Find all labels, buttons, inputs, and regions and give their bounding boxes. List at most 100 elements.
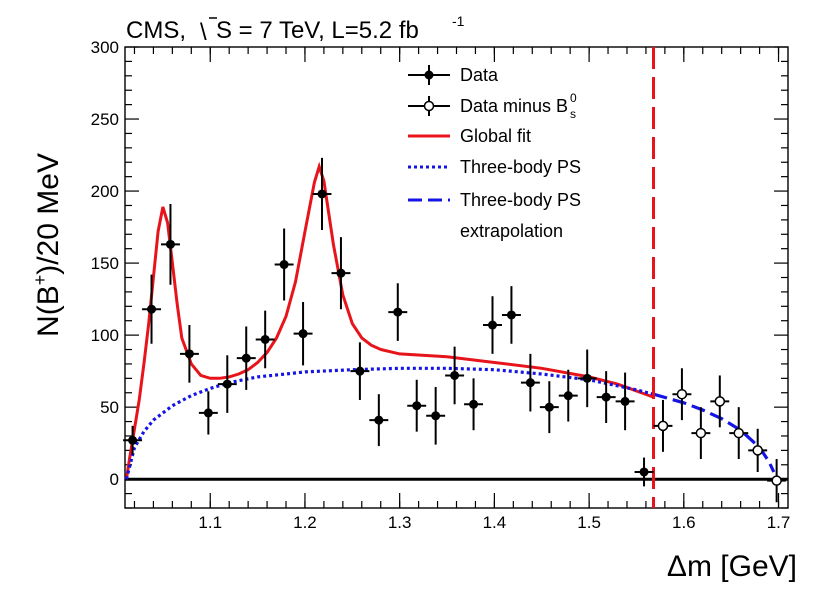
header-lumi-exponent: -1	[452, 13, 465, 29]
y-axis-title-suffix: )/20 MeV	[32, 153, 65, 275]
point-marker	[469, 399, 479, 409]
data-point	[501, 286, 521, 344]
data-point	[179, 325, 199, 383]
x-tick-label: 1.5	[577, 513, 601, 532]
data-point	[407, 379, 427, 432]
legend-label-three-body-ps: Three-body PS	[460, 157, 581, 177]
point-marker-open	[676, 388, 688, 400]
point-marker	[128, 435, 138, 445]
point-marker	[544, 402, 554, 412]
legend-entry-data: Data	[408, 65, 499, 85]
data-point	[634, 457, 654, 487]
legend-label-bs-subscript: s	[570, 107, 576, 121]
data-minus-bs-point	[729, 407, 749, 460]
data-point	[236, 326, 256, 390]
x-tick-label: 1.3	[388, 513, 412, 532]
data-point	[615, 372, 635, 431]
y-tick-label: 150	[91, 254, 119, 273]
data-minus-bs-point	[653, 399, 673, 452]
point-marker	[336, 268, 346, 278]
data-point	[596, 371, 616, 424]
data-points	[123, 157, 787, 503]
point-marker	[165, 239, 175, 249]
point-marker	[639, 467, 649, 477]
point-marker	[184, 349, 194, 359]
point-marker	[374, 415, 384, 425]
legend-entry-global-fit: Global fit	[408, 126, 531, 146]
data-minus-bs-point	[748, 428, 768, 472]
x-axis-title: Δm [GeV]	[667, 550, 797, 583]
curve-solid-red	[124, 161, 655, 480]
data-point	[520, 353, 540, 412]
y-axis-title-prefix: N(B	[32, 285, 65, 337]
axis-tick-labels: 0 50 100 150 200 250 300 1.1 1.2 1.3 1.4 1.5 1.6 1.7	[91, 38, 791, 532]
legend-swatch-data-marker	[424, 70, 434, 80]
legend-label-data: Data	[460, 65, 499, 85]
x-tick-label: 1.7	[767, 513, 791, 532]
y-axis-title: N(B+)/20 MeV	[30, 153, 65, 337]
data-point	[539, 381, 559, 434]
point-marker	[241, 353, 251, 363]
x-tick-label: 1.1	[198, 513, 222, 532]
data-point	[369, 394, 389, 447]
data-minus-bs-point	[672, 368, 692, 421]
data-point	[483, 296, 502, 354]
point-marker	[222, 379, 232, 389]
data-point	[331, 237, 351, 310]
data-minus-bs-point	[767, 459, 787, 503]
legend-label-data-minus-bs-main: Data minus B	[460, 96, 568, 116]
point-marker	[279, 260, 289, 270]
legend-label-global-fit: Global fit	[460, 126, 531, 146]
data-minus-bs-point	[710, 375, 730, 428]
data-point	[558, 369, 578, 422]
point-marker	[487, 320, 497, 330]
point-marker	[525, 378, 535, 388]
point-marker	[450, 370, 460, 380]
point-marker	[431, 411, 441, 421]
point-marker-open	[771, 475, 782, 486]
data-point	[350, 342, 370, 400]
point-marker	[355, 366, 365, 376]
y-tick-label: 50	[100, 398, 119, 417]
data-point	[388, 283, 408, 341]
legend-entry-three-body-ps: Three-body PS	[408, 157, 581, 177]
sqrt-symbol: \	[200, 19, 207, 46]
legend-entry-three-body-extrapolation: Three-body PS extrapolation	[408, 190, 581, 241]
data-minus-bs-point	[691, 407, 711, 460]
data-point	[464, 378, 484, 431]
fit-curves	[124, 47, 788, 508]
data-point	[142, 274, 161, 344]
point-marker-open	[657, 420, 669, 432]
curve-dotted-blue	[124, 366, 654, 480]
data-point	[160, 204, 180, 285]
point-marker-open	[733, 427, 744, 439]
point-marker	[393, 307, 403, 317]
point-marker	[317, 189, 327, 199]
point-marker	[506, 310, 516, 320]
data-point	[198, 391, 218, 435]
y-axis-title-superscript: +	[30, 275, 50, 286]
data-point	[123, 425, 143, 455]
data-point	[255, 310, 275, 369]
point-marker	[620, 396, 630, 406]
data-point	[577, 349, 597, 408]
plot-frame	[124, 46, 789, 509]
point-marker	[147, 304, 157, 314]
point-marker	[582, 373, 592, 383]
legend-swatch-open-marker	[423, 100, 435, 112]
point-marker-open	[714, 396, 726, 407]
y-tick-label: 0	[110, 470, 119, 489]
y-axis-title-text: N(B+)/20 MeV	[30, 153, 65, 337]
axis-ticks	[125, 46, 788, 509]
y-tick-label: 200	[91, 182, 119, 201]
point-marker	[260, 334, 270, 344]
legend-label-extrapolation-2: extrapolation	[460, 221, 563, 241]
data-point	[293, 301, 313, 366]
point-marker-open	[695, 427, 707, 439]
header-energy-lumi: S = 7 TeV, L=5.2 fb	[216, 17, 419, 44]
curve-dashed-blue	[653, 392, 776, 473]
